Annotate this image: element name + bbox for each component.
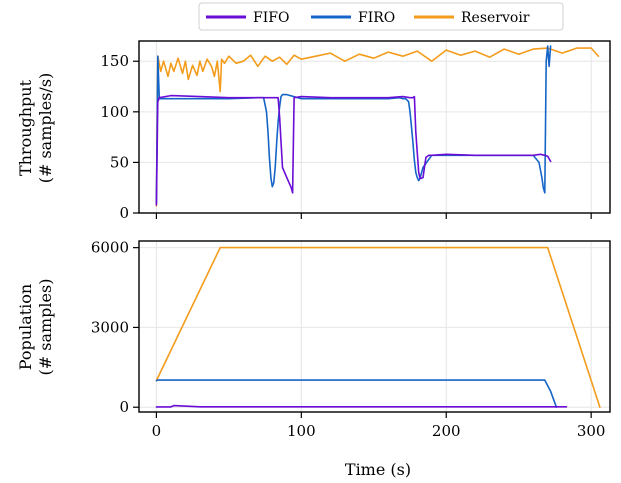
population-series-fifo bbox=[155, 404, 568, 408]
population-ylabel-line1: Population bbox=[16, 284, 35, 370]
throughput-y-tick-label-150: 150 bbox=[100, 52, 129, 70]
throughput-ylabel-line1: Throughput bbox=[16, 79, 35, 176]
throughput-ylabel-line2: (# samples/s) bbox=[36, 73, 55, 184]
throughput-y-tick-label-50: 50 bbox=[110, 153, 129, 171]
legend-label-reservoir: Reservoir bbox=[461, 10, 530, 26]
legend-frame bbox=[198, 2, 564, 31]
x-tick-label-0: 0 bbox=[152, 422, 162, 440]
legend: FIFO FIRO Reservoir bbox=[198, 2, 564, 31]
population-ylabel-line2: (# samples) bbox=[36, 279, 55, 376]
population-series-reservoir bbox=[155, 246, 601, 408]
x-tick-label-200: 200 bbox=[432, 422, 461, 440]
throughput-y-tick-label-0: 0 bbox=[119, 204, 129, 222]
throughput-series bbox=[155, 45, 600, 207]
population-grid bbox=[139, 241, 610, 412]
throughput-series-fifo bbox=[155, 94, 552, 206]
throughput-y-tick-label-100: 100 bbox=[100, 103, 129, 121]
x-tick-label-100: 100 bbox=[287, 422, 316, 440]
population-series-firo bbox=[155, 379, 558, 408]
x-tick-label-300: 300 bbox=[577, 422, 606, 440]
throughput-grid bbox=[139, 41, 610, 214]
population-y-tick-label-6000: 6000 bbox=[91, 239, 129, 257]
throughput-series-reservoir bbox=[155, 47, 600, 207]
legend-label-fifo: FIFO bbox=[253, 10, 289, 26]
population-y-tick-label-3000: 3000 bbox=[91, 318, 129, 336]
legend-label-firo: FIRO bbox=[358, 10, 395, 26]
x-axis-label: Time (s) bbox=[345, 460, 411, 479]
throughput-panel: 0 50 100 150 Throughput (# samples/s) bbox=[16, 40, 611, 222]
throughput-axes-frame bbox=[138, 40, 611, 214]
population-y-tick-label-0: 0 bbox=[119, 398, 129, 416]
population-series bbox=[155, 246, 601, 408]
population-axes-frame bbox=[138, 240, 611, 413]
throughput-ticks: 0 50 100 150 bbox=[100, 52, 592, 222]
